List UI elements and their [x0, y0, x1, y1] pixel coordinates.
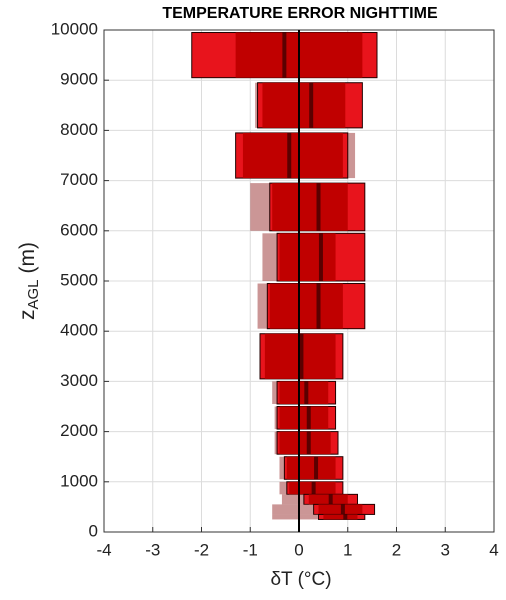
quartile-box — [272, 183, 348, 231]
y-label-sub: AGL — [25, 279, 42, 309]
x-tick-label: -4 — [96, 540, 111, 559]
y-tick-label: 0 — [89, 521, 98, 540]
quartile-box — [279, 233, 336, 281]
y-tick-label: 6000 — [60, 220, 98, 239]
quartile-box — [279, 406, 329, 430]
y-axis-label: zAGL (m) — [16, 242, 42, 320]
x-tick-label: 3 — [441, 540, 450, 559]
x-axis-label: δT (°C) — [270, 569, 331, 590]
quartile-box — [279, 431, 331, 455]
x-tick-label: -2 — [194, 540, 209, 559]
y-tick-label: 4000 — [60, 321, 98, 340]
y-tick-label: 8000 — [60, 120, 98, 139]
quartile-box — [323, 514, 358, 520]
x-tick-label: -1 — [243, 540, 258, 559]
y-tick-label: 2000 — [60, 421, 98, 440]
x-tick-label: 1 — [343, 540, 352, 559]
quartile-box — [242, 132, 343, 179]
x-tick-label: -3 — [145, 540, 160, 559]
quartile-box — [262, 82, 346, 128]
quartile-box — [308, 494, 348, 505]
y-tick-label: 5000 — [60, 270, 98, 289]
y-label-main: z — [16, 310, 39, 321]
x-tick-label: 2 — [392, 540, 401, 559]
x-tick-label: 0 — [294, 540, 303, 559]
chart-title: TEMPERATURE ERROR NIGHTTIME — [162, 5, 438, 22]
quartile-box — [318, 504, 363, 515]
quartile-box — [269, 283, 343, 329]
y-tick-label: 7000 — [60, 170, 98, 189]
y-tick-label: 9000 — [60, 70, 98, 89]
y-tick-label: 10000 — [51, 19, 98, 38]
quartile-box — [286, 456, 336, 480]
x-tick-label: 4 — [489, 540, 498, 559]
y-label-unit: (m) — [16, 242, 39, 273]
quartile-box — [279, 381, 329, 404]
y-tick-label: 3000 — [60, 371, 98, 390]
y-tick-label: 1000 — [60, 471, 98, 490]
